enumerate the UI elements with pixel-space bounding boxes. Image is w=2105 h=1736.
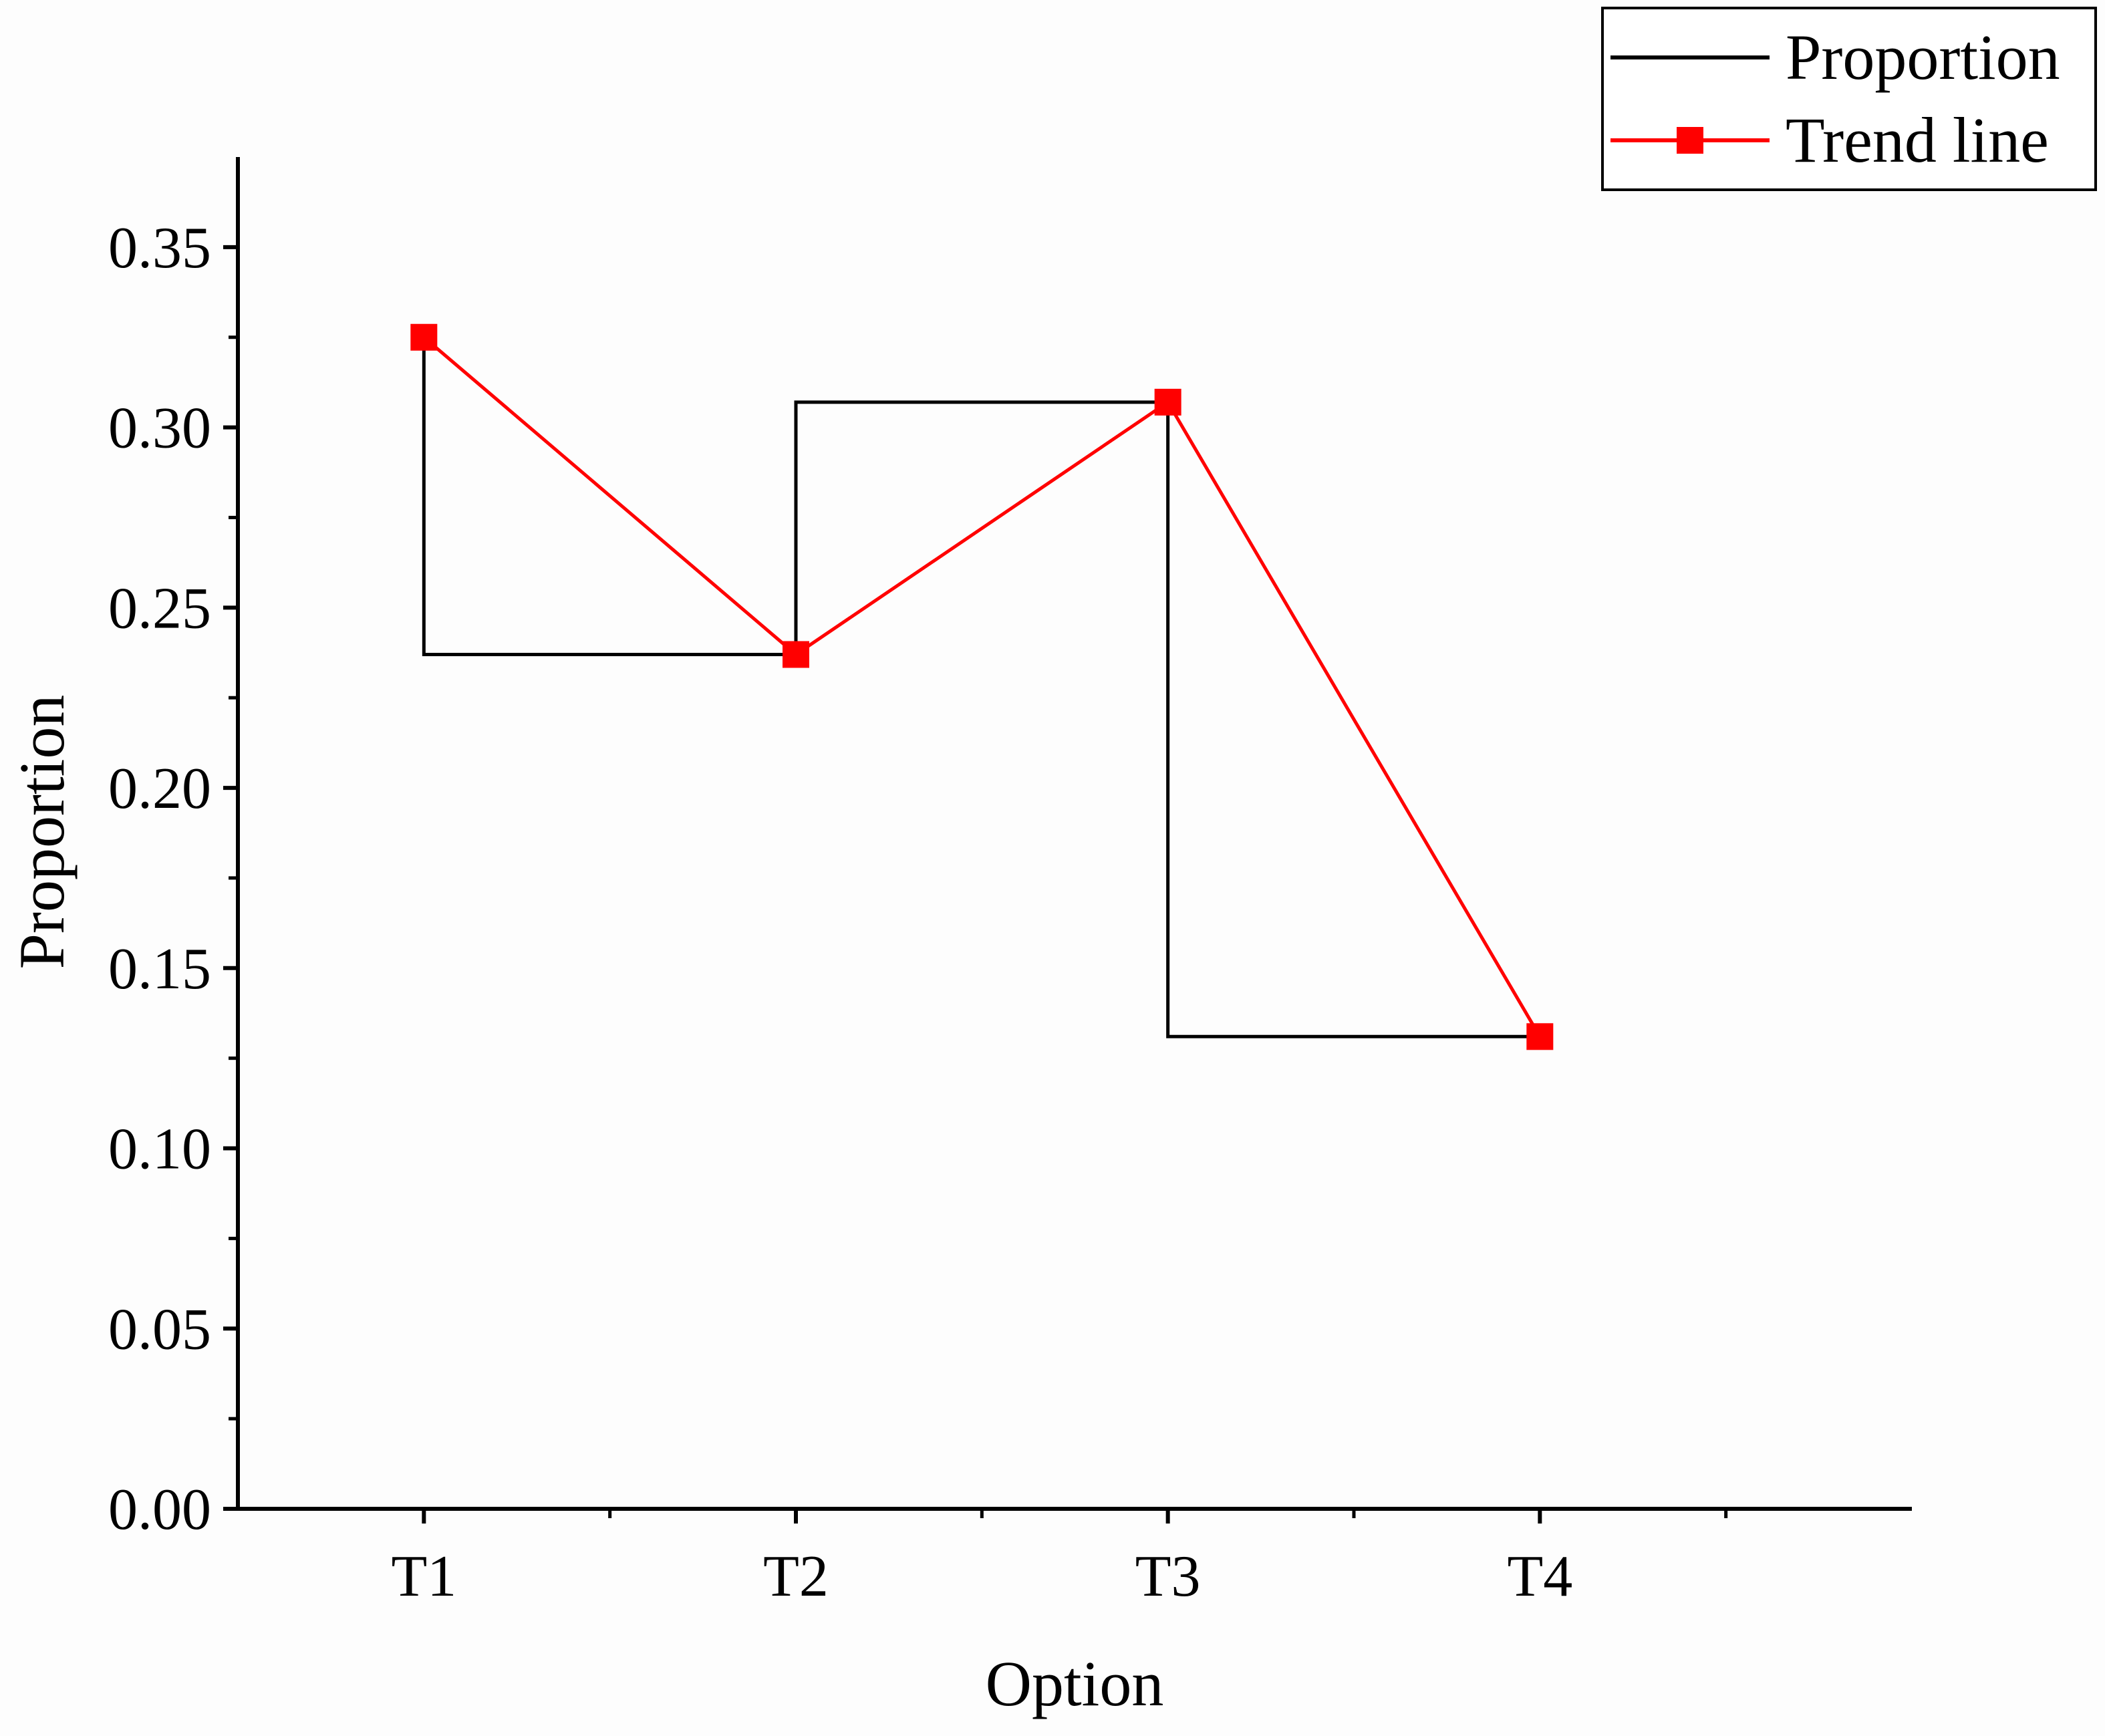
y-tick-label: 0.35 [108, 216, 211, 281]
trend-marker [410, 323, 438, 351]
legend-box [1601, 7, 2097, 191]
legend-trend-label: Trend line [1786, 104, 2049, 176]
x-tick-label: T1 [391, 1544, 456, 1609]
x-tick-label: T2 [763, 1544, 829, 1609]
y-tick-label: 0.15 [108, 937, 211, 1002]
y-ticks: 0.00 0.05 0.10 0.15 0.20 0.25 0.30 0.35 [108, 216, 238, 1542]
trend-line [422, 335, 1542, 1038]
y-tick-label: 0.10 [108, 1117, 211, 1182]
y-tick-label: 0.05 [108, 1297, 211, 1362]
proportion-step-line [422, 337, 1540, 1038]
legend: Proportion Trend line [1601, 7, 2097, 191]
axes [236, 157, 1912, 1511]
y-tick-label: 0.30 [108, 396, 211, 461]
trend-marker [1526, 1023, 1554, 1050]
legend-trend-marker [1677, 127, 1703, 154]
y-tick-label: 0.25 [108, 576, 211, 641]
y-axis-title: Proportion [6, 695, 78, 970]
series-layer [410, 323, 1554, 1050]
legend-proportion-label: Proportion [1786, 21, 2060, 93]
y-tick-label: 0.20 [108, 756, 211, 821]
x-ticks: T1 T2 T3 T4 [391, 1509, 1728, 1609]
trend-marker [783, 641, 809, 668]
x-tick-label: T3 [1135, 1544, 1201, 1609]
x-tick-label: T4 [1507, 1544, 1572, 1609]
y-tick-label: 0.00 [108, 1477, 211, 1542]
trend-marker [1154, 388, 1181, 416]
x-axis-title: Option [986, 1648, 1164, 1719]
